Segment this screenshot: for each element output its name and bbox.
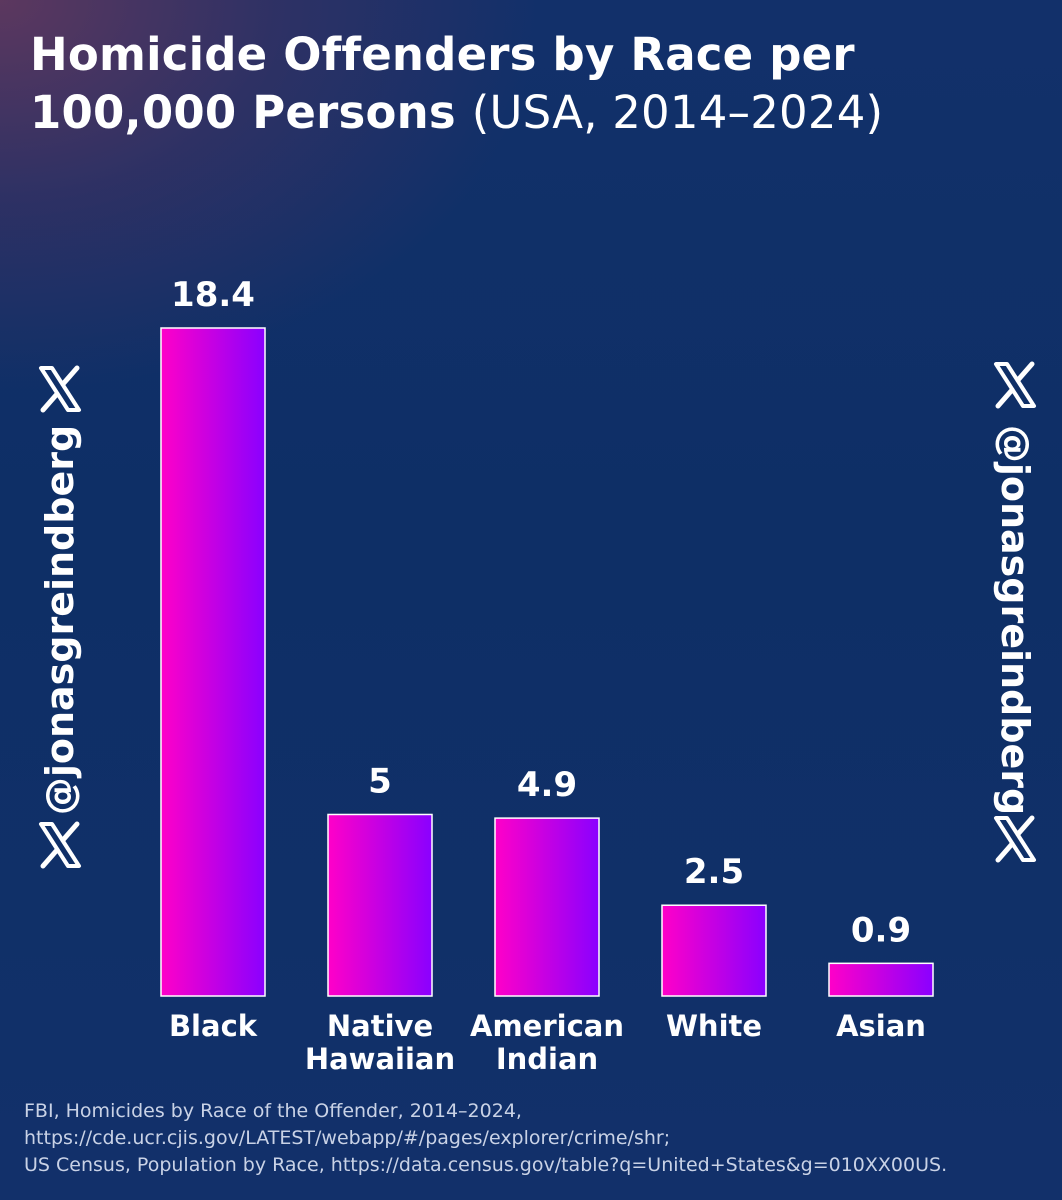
category-label-line: Black (169, 1009, 258, 1043)
chart-title: Homicide Offenders by Race per 100,000 P… (30, 26, 1030, 142)
value-label: 2.5 (684, 852, 744, 892)
watermark-handle-right: @jonasgreindberg (993, 424, 1037, 816)
category-label-line: Hawaiian (305, 1042, 455, 1076)
bar-asian (828, 962, 934, 997)
chart-subtitle: (USA, 2014–2024) (471, 86, 884, 139)
category-label-line: White (666, 1009, 762, 1043)
bar-black (160, 327, 266, 997)
category-label: White (666, 1009, 762, 1043)
category-label: Asian (836, 1009, 926, 1043)
source-line: FBI, Homicides by Race of the Offender, … (24, 1100, 522, 1122)
source-line: US Census, Population by Race, https://d… (24, 1154, 948, 1176)
value-label: 4.9 (517, 765, 577, 805)
watermark-handle-left: @jonasgreindberg (38, 424, 82, 816)
x-logo-icon (39, 365, 81, 413)
source-notes: FBI, Homicides by Race of the Offender, … (24, 1098, 947, 1179)
value-label: 18.4 (171, 275, 255, 315)
bar-native-hawaiian (327, 813, 433, 997)
category-label: Black (169, 1009, 258, 1043)
category-label-line: Asian (836, 1009, 926, 1043)
value-label: 0.9 (851, 910, 911, 950)
category-label-line: Indian (496, 1042, 598, 1076)
x-logo-icon (994, 815, 1036, 863)
source-line: https://cde.ucr.cjis.gov/LATEST/webapp/#… (24, 1127, 671, 1149)
watermark-left: @jonasgreindberg (30, 360, 90, 880)
chart-title-main: Homicide Offenders by Race per 100,000 P… (30, 28, 855, 139)
category-label: Native Hawaiian (305, 1009, 455, 1076)
x-logo-icon (39, 821, 81, 869)
watermark-right: @jonasgreindberg (985, 360, 1045, 880)
category-label-line: American (470, 1009, 624, 1043)
bar-american-indian (494, 817, 600, 997)
value-labels-group: 18.4 5 4.9 2.5 0.9 (171, 275, 911, 950)
x-logo-icon (994, 361, 1036, 409)
value-label: 5 (368, 761, 392, 801)
category-label-line: Native (327, 1009, 433, 1043)
bars-group (160, 327, 934, 997)
category-label: American Indian (470, 1009, 624, 1076)
bar-white (661, 904, 767, 997)
